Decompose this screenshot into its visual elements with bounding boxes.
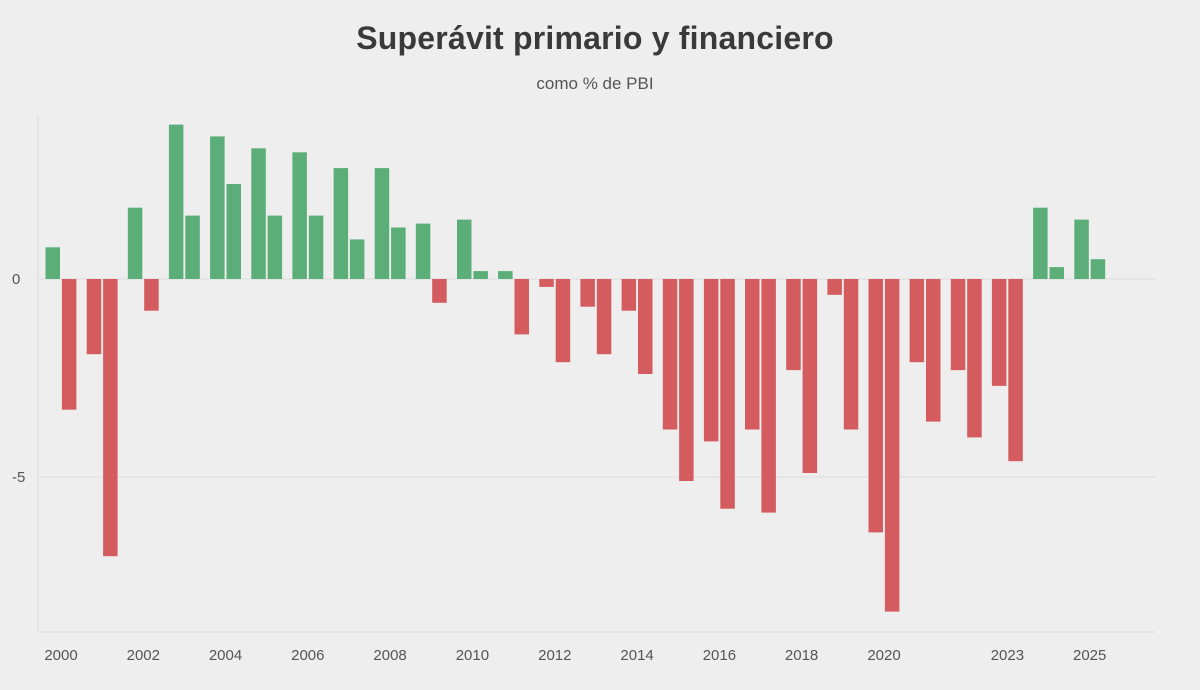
bar-financiero-2024 [1049,267,1064,279]
bar-primario-2005 [251,148,266,279]
bar-financiero-2021 [926,279,941,422]
bar-primario-2008 [374,168,390,279]
bar-financiero-2020 [884,279,900,612]
x-tick-label: 2016 [703,647,736,664]
x-tick-label: 2014 [620,647,653,664]
bar-primario-2006 [292,152,307,279]
bar-financiero-2010 [473,271,488,279]
x-tick-label: 2008 [373,647,406,664]
bar-primario-2010 [457,219,472,279]
bar-primario-2000 [45,247,60,279]
bar-financiero-2013 [596,279,612,355]
bar-financiero-2025 [1090,259,1106,279]
bar-primario-2019 [827,279,842,295]
x-tick-label: 2000 [44,647,77,664]
bar-financiero-2007 [349,239,365,279]
chart-subtitle: como % de PBI [536,74,654,93]
bar-primario-2021 [909,279,925,363]
bar-primario-2020 [868,279,883,533]
bar-primario-2013 [580,279,595,307]
bar-primario-2022 [950,279,966,371]
bar-primario-2001 [86,279,102,355]
x-tick-label: 2025 [1073,647,1106,664]
bar-financiero-2016 [720,279,735,509]
bar-financiero-2005 [267,215,283,279]
bar-financiero-2006 [308,215,324,279]
x-tick-label: 2023 [991,647,1024,664]
x-tick-label: 2020 [867,647,900,664]
bar-financiero-2017 [761,279,776,513]
bar-primario-2004 [210,136,225,279]
bar-primario-2003 [168,124,184,279]
x-axis: 2000 2002 2004 2006 2008 2010 2012 2014 2016 2018… [44,647,1106,664]
bar-primario-2011 [498,271,513,279]
bar-financiero-2012 [555,279,571,363]
x-tick-label: 2006 [291,647,324,664]
bar-financiero-2018 [802,279,818,473]
bar-primario-2017 [745,279,760,430]
bar-primario-2009 [415,223,431,279]
x-tick-label: 2010 [456,647,489,664]
bar-primario-2023 [991,279,1007,386]
y-axis: 0 -5 [12,271,25,486]
grid-lines [37,115,1155,633]
bar-financiero-2011 [514,279,529,335]
chart-title: Superávit primario y financiero [356,20,834,56]
bar-financiero-2023 [1008,279,1023,462]
bar-financiero-2004 [226,184,241,279]
x-tick-label: 2002 [127,647,160,664]
bar-financiero-2003 [185,215,200,279]
bar-primario-2012 [539,279,554,287]
y-tick-label: 0 [12,271,20,288]
bar-financiero-2014 [638,279,653,374]
bars [45,124,1106,612]
y-tick-label: -5 [12,469,25,486]
bar-primario-2014 [621,279,637,311]
bar-primario-2025 [1074,219,1089,279]
bar-primario-2018 [786,279,801,371]
bar-financiero-2000 [61,279,77,410]
bar-financiero-2022 [967,279,982,438]
bar-financiero-2015 [679,279,694,481]
bar-primario-2002 [127,207,143,279]
bar-financiero-2019 [843,279,859,430]
bar-primario-2015 [662,279,678,430]
x-tick-label: 2012 [538,647,571,664]
bar-primario-2007 [333,168,349,279]
bar-primario-2024 [1033,207,1048,279]
bar-financiero-2008 [391,227,406,279]
bar-financiero-2001 [103,279,118,557]
x-tick-label: 2004 [209,647,242,664]
bar-primario-2016 [703,279,719,442]
bar-financiero-2002 [144,279,159,311]
x-tick-label: 2018 [785,647,818,664]
bar-financiero-2009 [432,279,447,303]
